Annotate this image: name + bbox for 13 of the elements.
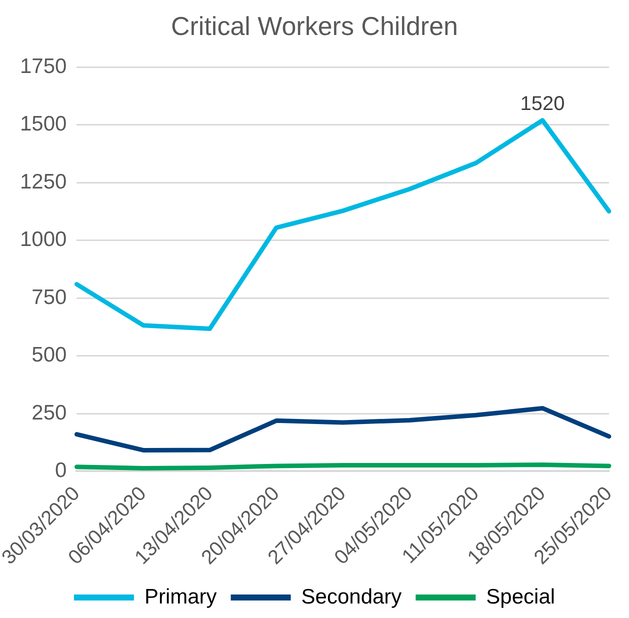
y-tick-label: 1250 (20, 170, 67, 194)
y-tick-label: 750 (32, 286, 67, 309)
legend-label: Primary (144, 585, 218, 608)
y-tick-label: 1500 (20, 112, 67, 136)
chart-title: Critical Workers Children (170, 10, 458, 41)
legend-label: Special (486, 585, 556, 608)
legend-label: Secondary (301, 585, 402, 608)
data-label: 1520 (520, 92, 565, 115)
y-tick-label: 250 (32, 401, 67, 424)
y-tick-label: 1000 (20, 228, 67, 252)
y-tick-label: 0 (55, 459, 67, 482)
y-tick-label: 1750 (20, 54, 67, 78)
y-tick-label: 500 (32, 344, 67, 367)
